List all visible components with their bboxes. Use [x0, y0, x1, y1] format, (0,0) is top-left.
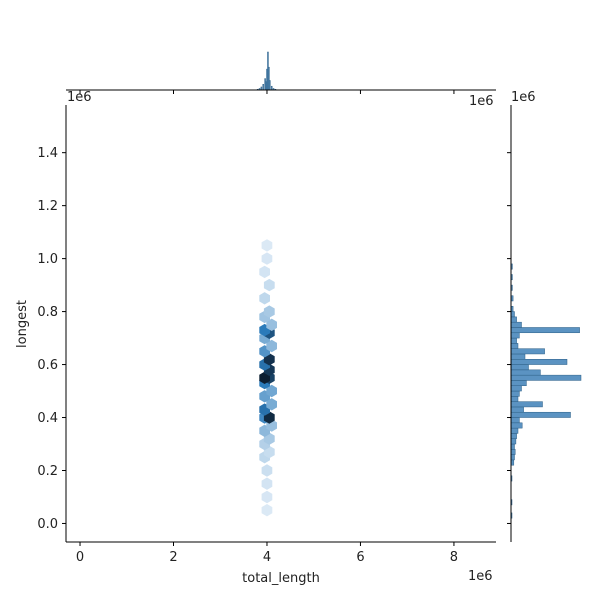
- right-histogram-bars: [510, 263, 582, 519]
- right-histogram-bar: [510, 438, 517, 445]
- hex-cell: [266, 384, 277, 398]
- y-tick-label: 0.6: [37, 358, 58, 373]
- right-histogram-bar: [510, 422, 523, 429]
- right-histogram-bar: [510, 406, 524, 413]
- right-histogram-bar: [510, 321, 522, 328]
- x-axis-label: total_length: [242, 571, 320, 586]
- right-histogram-bar: [510, 427, 519, 434]
- hex-cell: [261, 504, 273, 517]
- right-margin-ticks: [507, 152, 511, 524]
- y-tick-label: 1.2: [37, 199, 58, 214]
- y-axis-label: longest: [15, 300, 30, 348]
- joint-axes: 0 2 4 6 8 0.0 0.2 0.4 0.6 0.8 1.0 1.2 1.4 total_len…: [15, 90, 496, 586]
- top-marginal-histogram: 1e6: [66, 51, 496, 109]
- top-histogram-bars: [256, 51, 277, 91]
- right-histogram-bar: [510, 374, 582, 381]
- top-histogram-bar: [270, 85, 273, 91]
- hex-cell: [261, 490, 273, 504]
- right-histogram-bar: [510, 337, 517, 344]
- right-histogram-bar: [510, 396, 519, 402]
- hex-cell: [263, 305, 275, 318]
- right-margin-offset-label: 1e6: [511, 90, 536, 105]
- y-tick-label: 0.4: [37, 411, 58, 426]
- y-tick-label: 1.4: [37, 146, 58, 161]
- x-offset-label: 1e6: [468, 569, 493, 584]
- x-tick-label: 0: [76, 550, 84, 565]
- y-tick-label: 1.0: [37, 252, 58, 267]
- right-histogram-bar: [510, 364, 529, 371]
- right-histogram-bar: [510, 311, 515, 318]
- y-axis-ticks: 0.0 0.2 0.4 0.6 0.8 1.0 1.2 1.4: [37, 146, 66, 532]
- y-tick-label: 0.2: [37, 464, 58, 479]
- top-histogram-bar: [262, 84, 265, 91]
- right-histogram-bar: [510, 385, 522, 392]
- x-tick-label: 8: [450, 550, 458, 565]
- right-histogram-bar: [510, 390, 520, 397]
- right-histogram-bar: [510, 433, 517, 439]
- right-histogram-bar: [510, 353, 526, 360]
- right-histogram-bar: [510, 332, 520, 339]
- hex-cell: [266, 318, 277, 331]
- hex-cell: [261, 464, 273, 477]
- top-margin-offset-label: 1e6: [469, 94, 494, 109]
- hex-cell: [261, 239, 273, 252]
- top-histogram-bar: [269, 80, 271, 91]
- right-histogram-bar: [510, 411, 571, 418]
- right-histogram-bar: [510, 449, 516, 455]
- right-histogram-bar: [510, 454, 515, 461]
- x-tick-label: 4: [263, 550, 271, 565]
- right-histogram-bar: [510, 443, 515, 450]
- hex-cell: [259, 292, 270, 305]
- right-histogram-bar: [510, 343, 519, 349]
- hex-cell: [259, 265, 270, 279]
- right-histogram-bar: [510, 369, 541, 376]
- right-histogram-bar: [510, 401, 543, 408]
- y-tick-label: 0.8: [37, 305, 58, 320]
- hex-cell: [261, 477, 273, 490]
- right-histogram-bar: [510, 417, 520, 424]
- x-tick-label: 6: [356, 550, 364, 565]
- right-marginal-histogram: 1e6: [507, 90, 582, 542]
- hex-cell: [261, 252, 273, 265]
- right-histogram-bar: [510, 327, 580, 334]
- right-histogram-bar: [510, 348, 545, 355]
- right-histogram-bar: [510, 380, 527, 386]
- hex-cell: [266, 339, 277, 353]
- x-axis-ticks: 0 2 4 6 8: [76, 542, 458, 565]
- top-margin-ticks: [79, 90, 455, 94]
- x-tick-label: 2: [169, 550, 177, 565]
- right-histogram-bar: [510, 316, 517, 323]
- hex-cell: [263, 278, 275, 292]
- hexbin-layer: [259, 239, 277, 517]
- y-offset-label: 1e6: [67, 90, 92, 105]
- right-histogram-bar: [510, 359, 568, 365]
- hex-cell: [266, 398, 277, 411]
- y-tick-label: 0.0: [37, 517, 58, 532]
